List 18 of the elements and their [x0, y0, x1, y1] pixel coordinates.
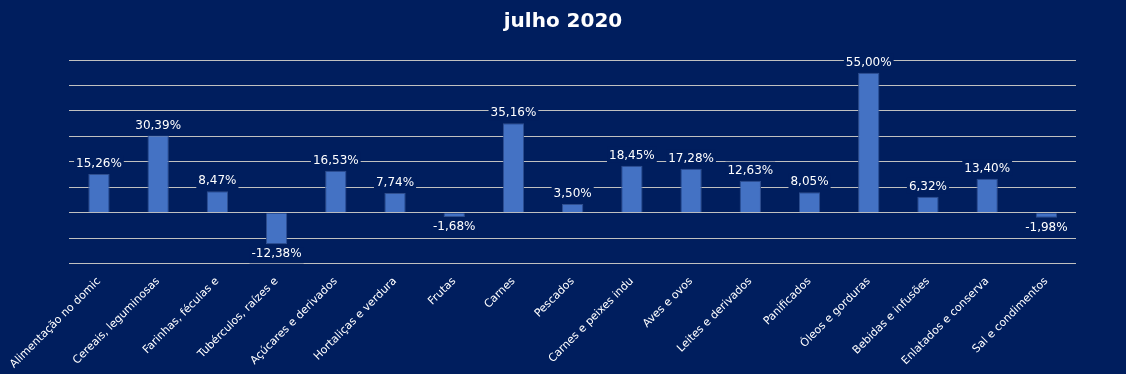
data-label: 15,26% — [76, 156, 122, 171]
data-label: 18,45% — [609, 147, 655, 162]
data-label: 8,05% — [790, 174, 829, 189]
data-label: -12,38% — [251, 246, 302, 261]
data-label: 12,63% — [727, 162, 774, 177]
data-label: 55,00% — [845, 54, 892, 69]
data-label: -1,68% — [433, 219, 476, 234]
data-label: 13,40% — [964, 160, 1011, 175]
data-label: 3,50% — [553, 186, 592, 201]
chart-title: julho 2020 — [502, 8, 624, 32]
data-label: 6,32% — [908, 178, 948, 193]
data-label: 17,28% — [668, 150, 714, 165]
data-label: 30,39% — [135, 117, 182, 132]
data-label: -1,98% — [1025, 220, 1068, 234]
data-label: 7,74% — [375, 175, 415, 190]
data-label: 16,53% — [312, 152, 359, 167]
data-label: 35,16% — [490, 105, 537, 120]
data-label: 8,47% — [198, 173, 237, 188]
